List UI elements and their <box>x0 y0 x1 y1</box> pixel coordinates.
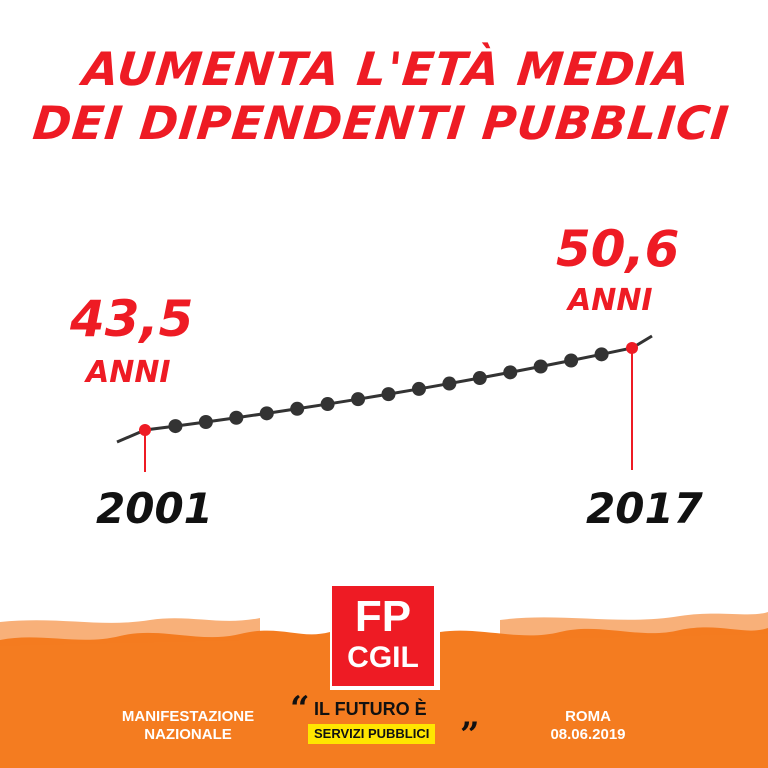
data-point-2002 <box>168 419 183 434</box>
logo-cgil-text: CGIL <box>347 641 419 674</box>
data-point-2006 <box>290 401 305 416</box>
event-line-2: NAZIONALE <box>144 726 232 743</box>
close-quote-icon: ” <box>460 715 480 755</box>
data-point-2015 <box>564 353 579 368</box>
data-point-2016 <box>594 347 609 362</box>
highlight-point-2001 <box>139 424 151 436</box>
slogan-line-2: SERVIZI PUBBLICI <box>308 724 436 744</box>
data-point-2011 <box>442 376 457 391</box>
data-point-2012 <box>472 371 487 386</box>
end-value-label: 50,6 <box>556 220 680 278</box>
data-point-2005 <box>259 406 274 421</box>
event-date: 08.06.2019 <box>550 726 626 743</box>
data-point-2013 <box>503 365 518 380</box>
data-point-2003 <box>198 414 213 429</box>
fp-cgil-logo: FP CGIL <box>332 586 434 686</box>
end-year-label: 2017 <box>586 484 703 533</box>
data-point-2008 <box>351 392 366 407</box>
start-year-label: 2001 <box>96 484 213 533</box>
event-label: MANIFESTAZIONE NAZIONALE <box>98 708 278 744</box>
data-point-2007 <box>320 397 335 412</box>
data-points <box>139 342 638 436</box>
open-quote-icon: “ <box>290 689 310 729</box>
data-point-2014 <box>533 359 548 374</box>
event-line-1: MANIFESTAZIONE <box>121 708 255 725</box>
start-unit-label: ANNI <box>86 355 171 390</box>
data-point-2004 <box>229 410 244 425</box>
data-point-2009 <box>381 387 396 402</box>
data-point-2010 <box>411 381 426 396</box>
event-place-date: ROMA 08.06.2019 <box>528 708 648 744</box>
event-city: ROMA <box>565 708 611 725</box>
start-value-label: 43,5 <box>70 290 194 348</box>
logo-fp-text: FP <box>354 592 412 641</box>
highlight-point-2017 <box>626 342 638 354</box>
end-unit-label: ANNI <box>568 283 653 318</box>
slogan-line-1: IL FUTURO È <box>314 699 427 719</box>
slogan: “ IL FUTURO È SERVIZI PUBBLICI ” <box>290 692 480 756</box>
